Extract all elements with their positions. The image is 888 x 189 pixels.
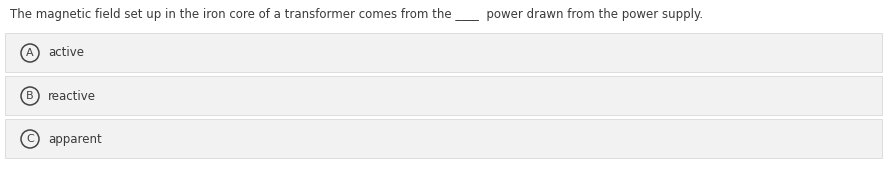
FancyBboxPatch shape bbox=[5, 33, 883, 73]
Text: reactive: reactive bbox=[48, 90, 96, 102]
Text: The magnetic field set up in the iron core of a transformer comes from the ____ : The magnetic field set up in the iron co… bbox=[10, 8, 703, 21]
Text: C: C bbox=[26, 134, 34, 144]
FancyBboxPatch shape bbox=[5, 77, 883, 115]
Text: A: A bbox=[26, 48, 34, 58]
Text: active: active bbox=[48, 46, 84, 60]
Text: apparent: apparent bbox=[48, 132, 102, 146]
Text: B: B bbox=[26, 91, 34, 101]
FancyBboxPatch shape bbox=[5, 119, 883, 159]
